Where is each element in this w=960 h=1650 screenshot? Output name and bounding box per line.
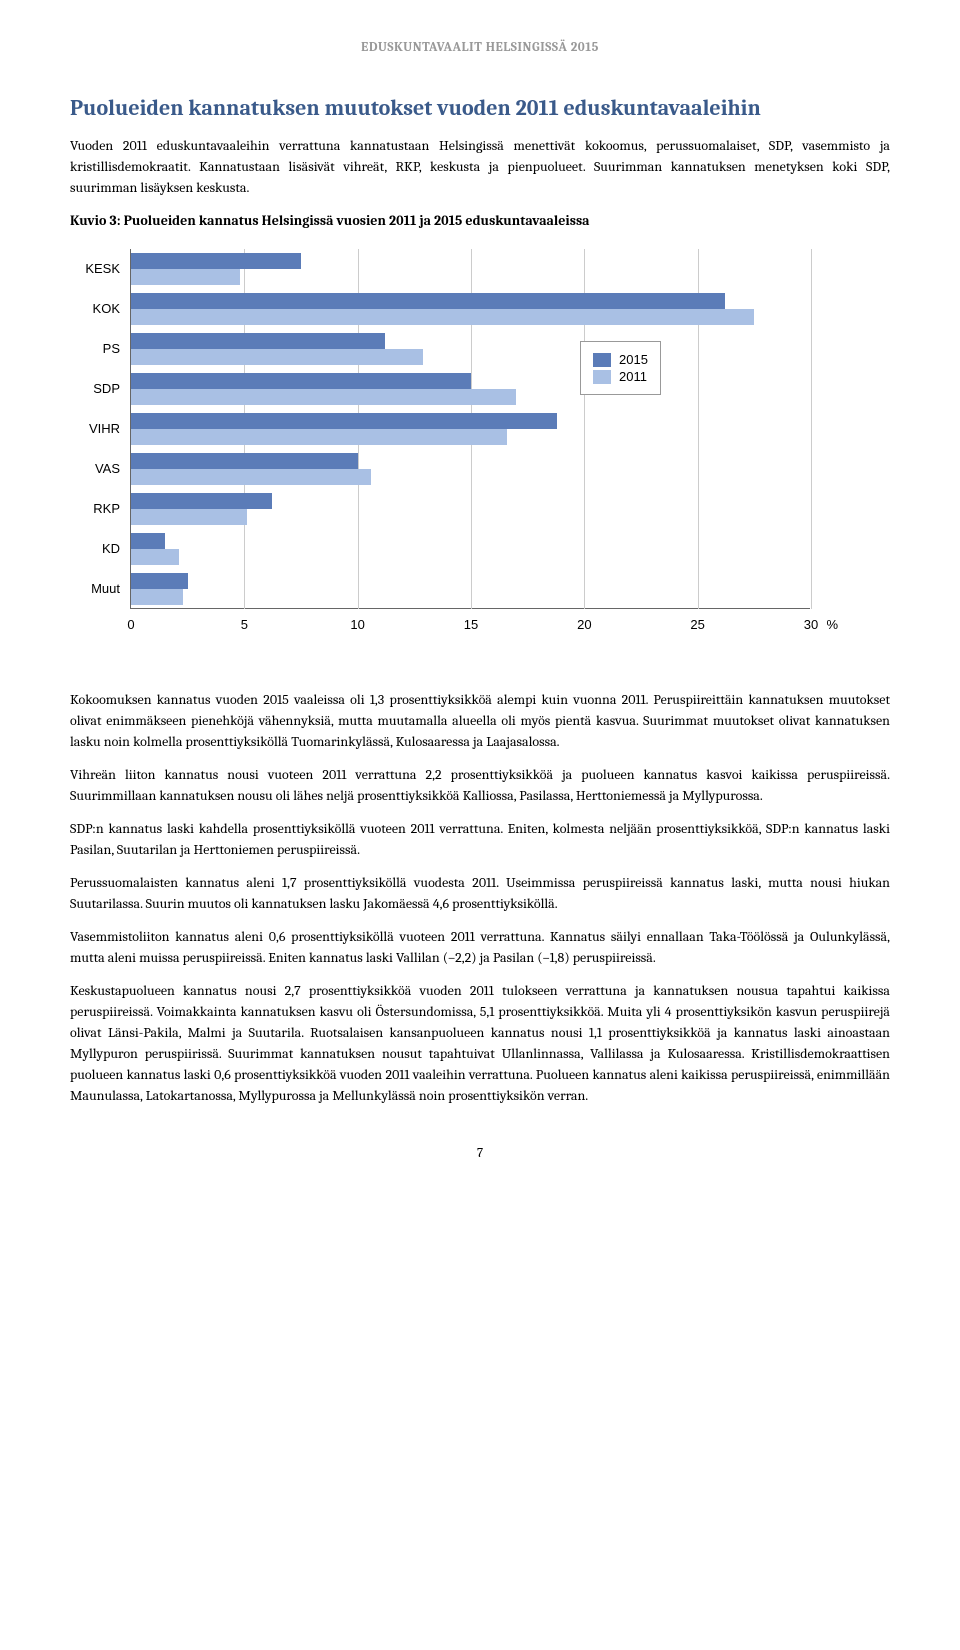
intro-paragraph: Vuoden 2011 eduskuntavaaleihin verrattun…: [70, 135, 890, 198]
bar-segment: [131, 493, 272, 509]
bar-segment: [131, 309, 754, 325]
chart-gridline: [811, 249, 812, 609]
x-axis-tick-label: 5: [229, 617, 259, 632]
y-axis-category-label: VAS: [70, 461, 120, 476]
paragraph-5: Vasemmistoliiton kannatus aleni 0,6 pros…: [70, 926, 890, 968]
paragraph-6: Keskustapuolueen kannatus nousi 2,7 pros…: [70, 980, 890, 1106]
bar-segment: [131, 389, 516, 405]
x-axis-tick-label: 20: [569, 617, 599, 632]
bar-segment: [131, 429, 507, 445]
y-axis-category-label: Muut: [70, 581, 120, 596]
legend-swatch: [593, 353, 611, 367]
bar-segment: [131, 349, 423, 365]
y-axis-category-label: VIHR: [70, 421, 120, 436]
paragraph-3: SDP:n kannatus laski kahdella prosenttiy…: [70, 818, 890, 860]
paragraph-4: Perussuomalaisten kannatus aleni 1,7 pro…: [70, 872, 890, 914]
bar-segment: [131, 413, 557, 429]
y-axis-category-label: RKP: [70, 501, 120, 516]
section-heading: Puolueiden kannatuksen muutokset vuoden …: [70, 95, 890, 121]
x-axis-unit: %: [826, 617, 838, 632]
legend-swatch: [593, 370, 611, 384]
bar-segment: [131, 509, 247, 525]
x-axis-tick-label: 25: [683, 617, 713, 632]
bar-segment: [131, 333, 385, 349]
x-axis-tick-label: 15: [456, 617, 486, 632]
y-axis-category-label: KD: [70, 541, 120, 556]
bar-segment: [131, 373, 471, 389]
x-axis-tick-label: 30: [796, 617, 826, 632]
legend-label: 2011: [619, 369, 647, 384]
chart-title: Kuvio 3: Puolueiden kannatus Helsingissä…: [70, 212, 890, 229]
bar-segment: [131, 573, 188, 589]
y-axis-category-label: KESK: [70, 261, 120, 276]
bar-segment: [131, 589, 183, 605]
x-axis-tick-label: 10: [343, 617, 373, 632]
bar-segment: [131, 533, 165, 549]
legend-label: 2015: [619, 352, 648, 367]
legend-row: 2011: [593, 369, 648, 384]
bar-chart: % 051015202530 20152011 KESKKOKPSSDPVIHR…: [70, 249, 830, 649]
y-axis-category-label: PS: [70, 341, 120, 356]
x-axis-tick-label: 0: [116, 617, 146, 632]
paragraph-2: Vihreän liiton kannatus nousi vuoteen 20…: [70, 764, 890, 806]
page-number: 7: [70, 1146, 890, 1161]
chart-legend: 2015 2011: [580, 341, 661, 395]
page-header: EDUSKUNTAVAALIT HELSINGISSÄ 2015: [70, 40, 890, 55]
bar-segment: [131, 293, 725, 309]
bar-segment: [131, 453, 358, 469]
legend-row: 2015: [593, 352, 648, 367]
bar-segment: [131, 469, 371, 485]
y-axis-category-label: SDP: [70, 381, 120, 396]
y-axis-category-label: KOK: [70, 301, 120, 316]
bar-segment: [131, 253, 301, 269]
paragraph-1: Kokoomuksen kannatus vuoden 2015 vaaleis…: [70, 689, 890, 752]
chart-plot-area: % 051015202530: [130, 249, 810, 609]
bar-segment: [131, 269, 240, 285]
bar-segment: [131, 549, 179, 565]
